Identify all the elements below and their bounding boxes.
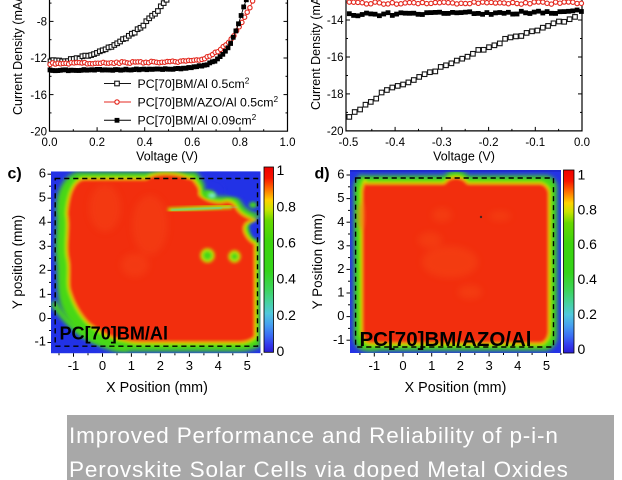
- svg-text:PC[70]BM/Al: PC[70]BM/Al: [60, 323, 169, 344]
- svg-text:PC[70]BM/Al 0.09cm2: PC[70]BM/Al 0.09cm2: [138, 112, 257, 128]
- svg-text:4: 4: [514, 358, 521, 373]
- svg-text:4: 4: [337, 214, 344, 229]
- svg-text:0: 0: [277, 343, 285, 359]
- svg-text:0.4: 0.4: [578, 271, 598, 287]
- svg-text:0.6: 0.6: [184, 137, 200, 149]
- svg-text:Voltage (V): Voltage (V): [136, 150, 198, 164]
- svg-text:0: 0: [337, 308, 344, 323]
- svg-text:2: 2: [457, 358, 464, 373]
- svg-text:5: 5: [337, 190, 344, 205]
- svg-text:4: 4: [39, 214, 46, 229]
- svg-text:4: 4: [215, 358, 222, 373]
- svg-text:Y position (mm): Y position (mm): [10, 215, 25, 309]
- svg-text:-14: -14: [327, 15, 344, 27]
- svg-text:5: 5: [39, 189, 46, 204]
- svg-text:-0.4: -0.4: [385, 137, 405, 149]
- svg-text:-20: -20: [327, 126, 344, 138]
- svg-text:1: 1: [277, 162, 285, 178]
- svg-text:6: 6: [337, 167, 344, 182]
- svg-text:d): d): [315, 166, 330, 183]
- svg-text:Y Position (mm): Y Position (mm): [310, 214, 325, 310]
- svg-text:0: 0: [399, 358, 406, 373]
- svg-text:-8: -8: [37, 17, 47, 29]
- svg-text:X Position (mm): X Position (mm): [405, 380, 507, 396]
- svg-text:3: 3: [39, 238, 46, 253]
- svg-text:3: 3: [485, 358, 492, 373]
- svg-text:PC[70]BM/AZO/Al 0.5cm2: PC[70]BM/AZO/Al 0.5cm2: [138, 94, 279, 110]
- svg-text:c): c): [8, 166, 22, 183]
- svg-text:-1: -1: [333, 332, 345, 347]
- svg-text:-1: -1: [68, 358, 80, 373]
- svg-text:PC[70]BM/Al 0.5cm2: PC[70]BM/Al 0.5cm2: [138, 75, 250, 91]
- svg-text:2: 2: [39, 262, 46, 277]
- svg-text:-0.5: -0.5: [338, 137, 358, 149]
- svg-text:1.0: 1.0: [280, 137, 296, 149]
- svg-text:-0.1: -0.1: [525, 137, 545, 149]
- svg-text:Current Density (mA/cm2): Current Density (mA/cm2): [11, 0, 25, 115]
- svg-text:-1: -1: [34, 334, 46, 349]
- svg-text:3: 3: [337, 237, 344, 252]
- svg-text:5: 5: [543, 358, 550, 373]
- svg-text:0: 0: [39, 310, 46, 325]
- svg-text:Current Density (mA/cm2): Current Density (mA/cm2): [309, 0, 323, 110]
- svg-text:-12: -12: [30, 53, 47, 65]
- svg-text:PC[70]BM/AZO/Al: PC[70]BM/AZO/Al: [360, 328, 532, 351]
- svg-text:3: 3: [186, 358, 193, 373]
- svg-text:0.0: 0.0: [574, 137, 590, 149]
- svg-text:0.6: 0.6: [277, 235, 297, 251]
- svg-text:2: 2: [157, 358, 164, 373]
- svg-text:1: 1: [578, 166, 586, 182]
- svg-text:6: 6: [39, 165, 46, 180]
- svg-text:0.2: 0.2: [277, 307, 297, 323]
- svg-text:-0.3: -0.3: [432, 137, 452, 149]
- svg-text:5: 5: [244, 358, 251, 373]
- svg-text:X Position (mm): X Position (mm): [106, 380, 208, 396]
- svg-text:0: 0: [578, 341, 586, 357]
- svg-text:0.4: 0.4: [137, 137, 154, 149]
- svg-text:Voltage (V): Voltage (V): [433, 150, 495, 164]
- svg-text:1: 1: [337, 285, 344, 300]
- svg-text:0.8: 0.8: [578, 201, 598, 217]
- svg-text:0.2: 0.2: [89, 137, 105, 149]
- svg-text:0.6: 0.6: [578, 236, 598, 252]
- svg-text:-20: -20: [30, 126, 47, 138]
- svg-text:0.2: 0.2: [578, 306, 598, 322]
- svg-text:-16: -16: [30, 90, 47, 102]
- svg-text:0.0: 0.0: [42, 137, 58, 149]
- svg-text:0.4: 0.4: [277, 271, 297, 287]
- svg-text:1: 1: [428, 358, 435, 373]
- svg-text:-18: -18: [327, 89, 344, 101]
- svg-text:-1: -1: [369, 358, 381, 373]
- svg-text:0.8: 0.8: [232, 137, 248, 149]
- svg-text:1: 1: [39, 286, 46, 301]
- svg-text:-16: -16: [327, 52, 344, 64]
- svg-text:2: 2: [337, 261, 344, 276]
- svg-text:0: 0: [99, 358, 106, 373]
- svg-text:0.8: 0.8: [277, 198, 297, 214]
- svg-text:1: 1: [128, 358, 135, 373]
- svg-text:-0.2: -0.2: [479, 137, 499, 149]
